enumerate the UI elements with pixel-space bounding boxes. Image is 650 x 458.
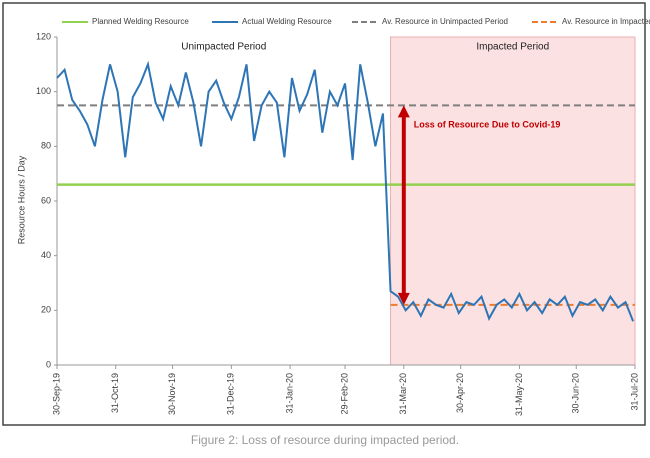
legend-label: Actual Welding Resource — [242, 17, 332, 26]
x-tick-label: 31-Oct-19 — [110, 373, 120, 413]
x-tick-label: 31-Dec-19 — [226, 373, 236, 415]
legend-label: Av. Resource in Impacted Period — [562, 17, 650, 26]
y-axis-label: Resource Hours / Day — [16, 155, 26, 244]
x-tick-label: 29-Feb-20 — [339, 373, 349, 415]
y-tick-label: 40 — [41, 250, 51, 260]
x-tick-label: 31-May-20 — [514, 373, 524, 416]
arrow-head — [397, 292, 410, 305]
y-tick-label: 20 — [41, 305, 51, 315]
x-tick-label: 30-Apr-20 — [455, 373, 465, 413]
y-tick-label: 100 — [36, 86, 51, 96]
arrow-head — [397, 105, 410, 118]
caption: Figure 2: Loss of resource during impact… — [191, 433, 459, 447]
y-tick-label: 60 — [41, 195, 51, 205]
x-tick-label: 30-Nov-19 — [167, 373, 177, 415]
x-tick-label: 31-Jan-20 — [284, 373, 294, 414]
impacted-region — [390, 36, 636, 366]
data-line — [56, 60, 635, 322]
y-tick-label: 0 — [46, 359, 51, 369]
legend-label: Av. Resource in Unimpacted Period — [382, 17, 508, 26]
region-label: Unimpacted Period — [181, 42, 266, 53]
legend-label: Planned Welding Resource — [92, 17, 189, 26]
x-tick-label: 30-Sep-19 — [51, 373, 61, 415]
region-label: Impacted Period — [476, 42, 549, 53]
x-tick-label: 31-Mar-20 — [398, 373, 408, 415]
x-tick-label: 31-Jul-20 — [629, 373, 639, 411]
y-tick-label: 120 — [36, 31, 51, 41]
arrow-label: Loss of Resource Due to Covid-19 — [414, 120, 561, 130]
x-tick-label: 30-Jun-20 — [571, 373, 581, 414]
y-tick-label: 80 — [41, 141, 51, 151]
